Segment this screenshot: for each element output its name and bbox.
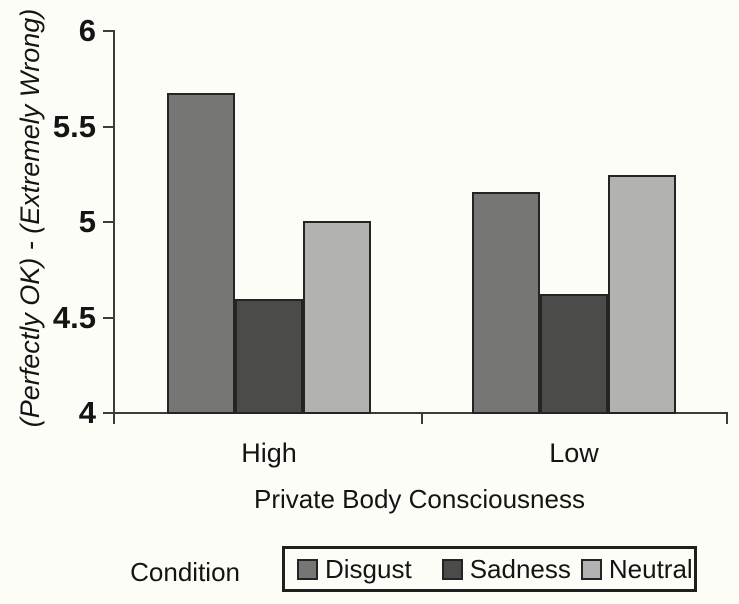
legend-item-neutral: Neutral [580,553,693,585]
x-tick-1 [421,414,423,424]
y-tick-5.5 [103,125,113,128]
x-tick-2 [726,414,728,424]
bar-disgust-high [167,93,235,414]
legend-swatch-neutral [580,558,602,580]
bar-neutral-low [608,175,676,414]
y-tick-label-5.5: 5.5 [52,108,96,144]
bar-sadness-low [540,294,608,414]
y-tick-4.5 [103,316,113,319]
x-axis-label: Private Body Consciousness [254,484,585,514]
bar-neutral-high [303,221,371,414]
x-tick-0 [113,414,115,424]
y-tick-5 [103,221,113,223]
legend-box: Disgust Sadness Neutral [282,546,697,592]
bar-sadness-high [235,299,303,414]
y-axis-line [113,30,115,414]
y-tick-6 [103,30,113,32]
legend-label-sadness: Sadness [469,553,571,584]
y-tick-label-6: 6 [78,13,96,48]
legend-swatch-sadness [441,558,463,580]
legend-label-disgust: Disgust [325,553,412,584]
y-tick-label-4.5: 4.5 [52,299,96,335]
legend-swatch-disgust [297,558,318,580]
legend-item-disgust: Disgust [297,554,412,585]
category-label-high: High [241,438,297,468]
x-axis-line [113,412,728,414]
legend-label-neutral: Neutral [608,553,693,584]
bar-disgust-low [472,192,540,414]
y-tick-label-5: 5 [78,204,96,239]
legend-title: Condition [130,557,240,587]
legend-item-sadness: Sadness [441,553,571,585]
y-tick-4 [103,412,113,414]
y-tick-label-4: 4 [78,395,96,430]
category-label-low: Low [549,438,599,468]
